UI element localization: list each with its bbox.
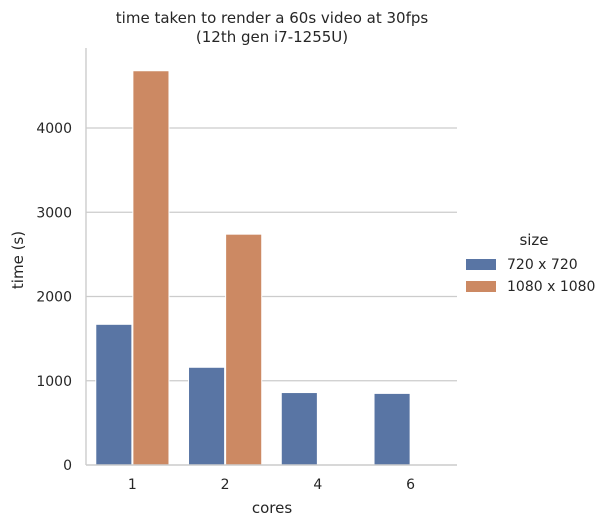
bar bbox=[373, 392, 411, 466]
legend-label: 1080 x 1080 bbox=[507, 279, 595, 295]
legend: size 720 x 720 1080 x 1080 bbox=[466, 231, 595, 295]
y-tick-label: 3000 bbox=[36, 205, 72, 221]
legend-title: size bbox=[519, 231, 548, 249]
bar-group bbox=[95, 70, 411, 466]
y-axis-label: time (s) bbox=[9, 231, 27, 289]
bar bbox=[225, 233, 263, 466]
x-axis-label: cores bbox=[252, 499, 292, 517]
x-tick-label: 4 bbox=[313, 477, 322, 493]
legend-swatch bbox=[466, 259, 496, 270]
bar bbox=[95, 323, 133, 466]
x-tick-label: 6 bbox=[406, 477, 415, 493]
x-tick-label: 2 bbox=[221, 477, 230, 493]
bar bbox=[280, 392, 318, 466]
y-tick-label: 0 bbox=[63, 458, 72, 474]
legend-label: 720 x 720 bbox=[507, 257, 578, 273]
bar bbox=[132, 70, 170, 466]
y-tick-label: 2000 bbox=[36, 290, 72, 306]
y-tick-label: 4000 bbox=[36, 121, 72, 137]
tick-labels: 0 1000 2000 3000 4000 1 2 4 6 bbox=[36, 121, 415, 493]
x-tick-label: 1 bbox=[128, 477, 137, 493]
chart-title-line-2: (12th gen i7-1255U) bbox=[195, 28, 349, 46]
bar bbox=[188, 366, 226, 466]
chart-title-line-1: time taken to render a 60s video at 30fp… bbox=[115, 9, 429, 27]
y-tick-label: 1000 bbox=[36, 374, 72, 390]
axes bbox=[85, 48, 457, 466]
legend-swatch bbox=[466, 281, 496, 292]
